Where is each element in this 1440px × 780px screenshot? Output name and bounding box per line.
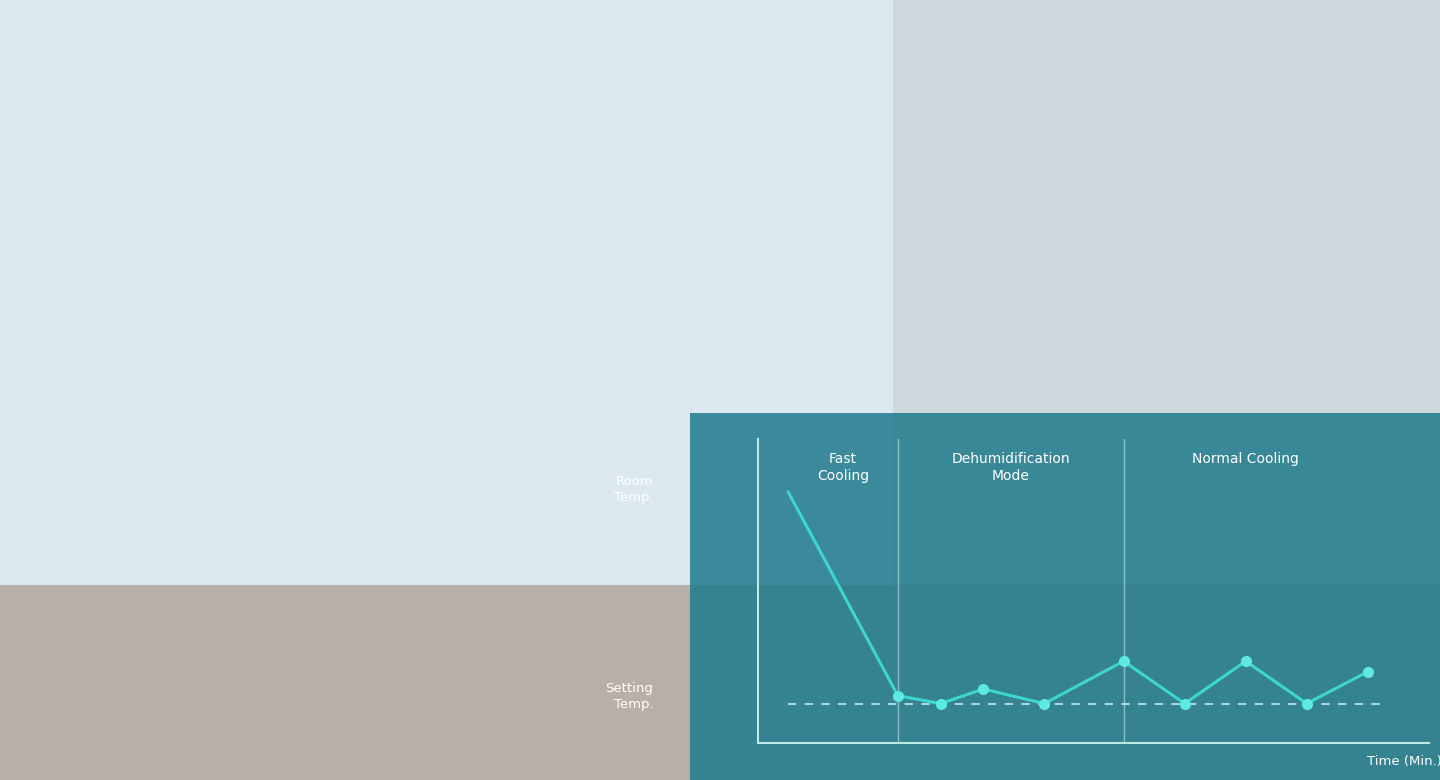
- Bar: [690, 413, 1440, 780]
- Text: Fast
Cooling: Fast Cooling: [816, 452, 868, 484]
- Bar: [0, 585, 1440, 780]
- Text: Setting
Temp.: Setting Temp.: [606, 682, 654, 711]
- Text: Room
Temp.: Room Temp.: [613, 475, 654, 504]
- Bar: [0, 0, 893, 780]
- Text: Dehumidification
Mode: Dehumidification Mode: [952, 452, 1070, 484]
- Bar: [893, 0, 1440, 780]
- Text: Normal Cooling: Normal Cooling: [1192, 452, 1299, 466]
- Text: Time (Min.): Time (Min.): [1368, 756, 1440, 768]
